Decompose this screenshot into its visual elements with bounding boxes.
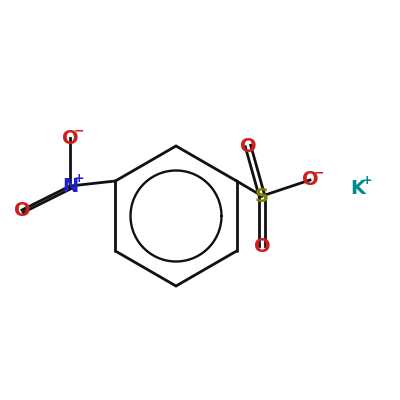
Text: O: O — [240, 136, 256, 156]
Text: O: O — [302, 170, 318, 190]
Text: +: + — [362, 174, 372, 187]
Text: −: − — [314, 166, 324, 179]
Text: O: O — [14, 200, 30, 220]
Text: O: O — [254, 236, 270, 256]
Text: O: O — [62, 128, 78, 148]
Text: −: − — [74, 124, 84, 137]
Text: S: S — [255, 186, 269, 206]
Text: +: + — [74, 172, 84, 185]
Text: K: K — [350, 178, 366, 198]
Text: N: N — [62, 176, 78, 196]
